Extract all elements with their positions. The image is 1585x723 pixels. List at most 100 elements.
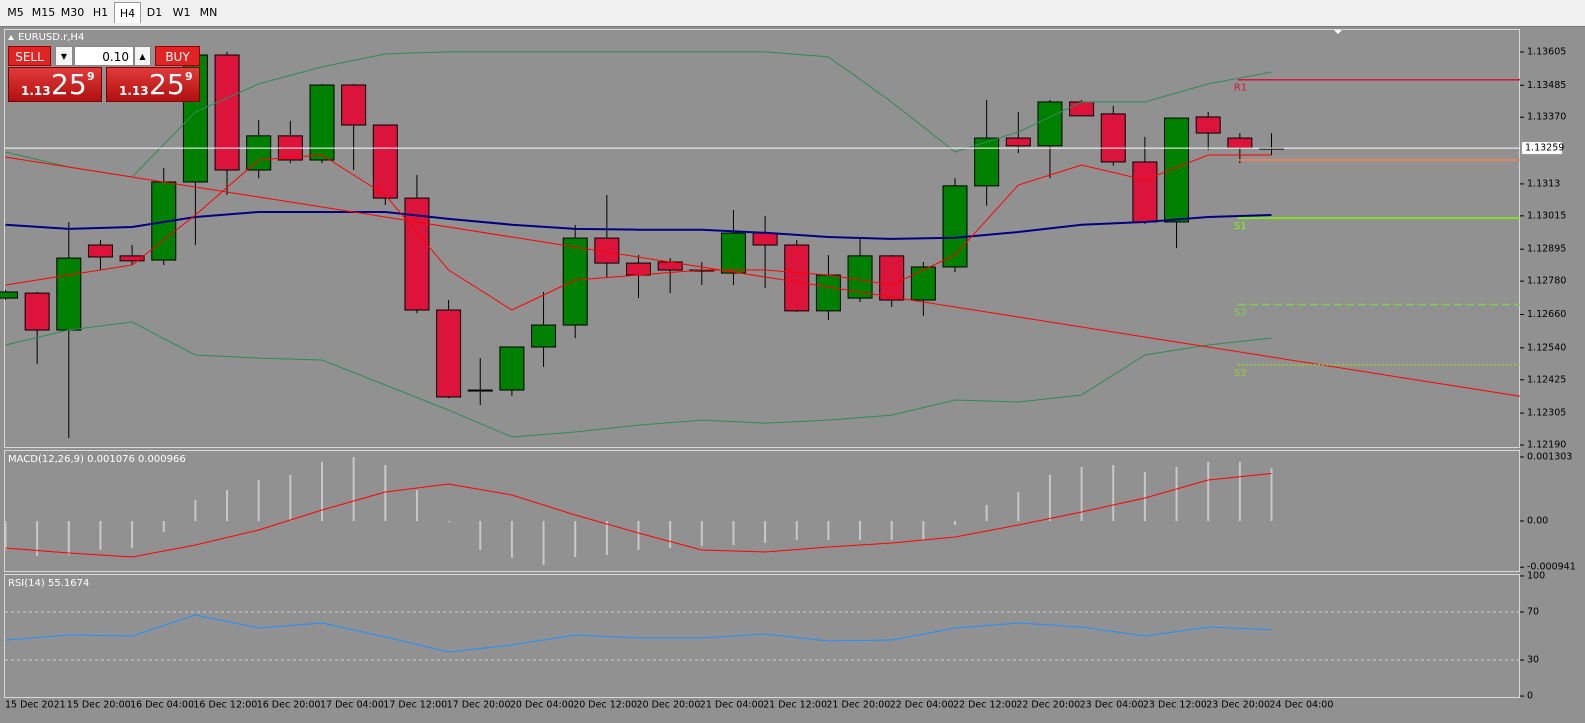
one-click-trading-panel: SELL ▼ 0.10 ▲ BUY 1.13 25 9 1.13 25 9: [8, 46, 200, 102]
signal-line: [5, 473, 1272, 558]
macd-bar: [1270, 468, 1273, 521]
macd-bar: [99, 520, 102, 550]
bid-pips: 25: [51, 68, 87, 101]
bid-fraction: 9: [87, 70, 95, 83]
macd-bar: [131, 520, 134, 549]
timeframe-button[interactable]: MN: [199, 6, 218, 19]
timeframe-button[interactable]: D1: [146, 6, 163, 19]
lot-input[interactable]: 0.10: [74, 46, 134, 66]
x-tick-label: 17 Dec 12:00: [383, 700, 447, 711]
macd-bar: [4, 520, 7, 550]
macd-bar: [36, 520, 39, 557]
bid-price[interactable]: 1.13 25 9: [8, 67, 102, 102]
candle-body: [467, 389, 493, 392]
x-tick-label: 17 Dec 20:00: [447, 700, 511, 711]
ask-fraction: 9: [185, 70, 193, 83]
x-tick-label: 23 Dec 04:00: [1080, 700, 1144, 711]
ask-pips: 25: [149, 68, 185, 101]
macd-bar: [447, 520, 450, 522]
x-tick-label: 22 Dec 20:00: [1016, 700, 1080, 711]
x-tick-label: 21 Dec 12:00: [763, 700, 827, 711]
macd-bar: [162, 520, 165, 532]
y-tick-label: 1.13605: [1527, 46, 1566, 57]
candle-body: [942, 185, 968, 268]
y-tick-label: 1.12305: [1527, 408, 1566, 419]
candle-body: [341, 84, 367, 126]
macd-bar: [67, 520, 70, 555]
y-tick-label: -0.000941: [1527, 562, 1576, 573]
indicator-line: [5, 321, 1272, 438]
collapse-icon: [8, 35, 14, 40]
candle-body: [974, 137, 1000, 187]
candle-body: [1037, 101, 1063, 147]
x-tick-label: 22 Dec 04:00: [890, 700, 954, 711]
candle-body: [436, 309, 462, 398]
macd-bar: [985, 504, 988, 521]
y-tick-label: 0.001303: [1527, 451, 1572, 462]
candle-body: [879, 255, 905, 301]
indicator-line: [5, 51, 1272, 178]
candle-body: [214, 54, 240, 171]
x-tick-label: 23 Dec 12:00: [1143, 700, 1207, 711]
macd-bar: [827, 520, 830, 541]
rsi-title: RSI(14) 55.1674: [8, 578, 89, 589]
x-tick-label: 15 Dec 20:00: [67, 700, 131, 711]
timeframe-button[interactable]: H1: [92, 6, 109, 19]
candle-body: [1195, 116, 1221, 134]
macd-bar: [859, 520, 862, 541]
y-tick-label: 1.12895: [1527, 244, 1566, 255]
shift-marker: [1334, 30, 1342, 34]
y-tick-label: 1.1313: [1527, 178, 1560, 189]
timeframe-button[interactable]: H4: [114, 2, 141, 23]
macd-bar: [637, 520, 640, 550]
x-tick-label: 24 Dec 04:00: [1270, 700, 1334, 711]
trendline: [4, 156, 1521, 397]
macd-bar: [226, 490, 229, 521]
macd-bar: [764, 520, 767, 544]
lot-increase[interactable]: ▲: [134, 46, 151, 66]
pivot-label: S2: [1234, 307, 1247, 318]
macd-bar: [194, 499, 197, 521]
candle-body: [119, 255, 145, 262]
macd-bar: [479, 520, 482, 550]
candle-body: [372, 124, 398, 199]
symbol-label: EURUSD.r,H4: [18, 32, 84, 43]
y-tick-label: 1.13015: [1527, 210, 1566, 221]
y-tick-label: 100: [1527, 570, 1545, 581]
buy-button[interactable]: BUY: [155, 46, 200, 66]
ask-price[interactable]: 1.13 25 9: [106, 67, 200, 102]
sell-button[interactable]: SELL: [8, 46, 51, 66]
y-tick-label: 1.12780: [1527, 276, 1566, 287]
candle-body: [752, 232, 778, 246]
macd-bar: [669, 520, 672, 549]
indicator-line: [5, 211, 1272, 240]
lot-decrease[interactable]: ▼: [55, 46, 73, 66]
macd-bar: [700, 520, 703, 546]
timeframe-button[interactable]: M15: [31, 6, 56, 19]
y-tick-label: 70: [1527, 606, 1539, 617]
macd-panel-frame: [4, 450, 1520, 572]
macd-bar: [289, 474, 292, 521]
macd-bar: [1017, 492, 1020, 521]
macd-bar: [1048, 474, 1051, 521]
macd-bar: [510, 520, 513, 558]
macd-bar: [795, 520, 798, 541]
candle-body: [720, 232, 746, 274]
candle-body: [246, 135, 272, 171]
candle-body: [531, 324, 557, 348]
macd-bar: [1238, 462, 1241, 521]
candle-body: [562, 237, 588, 326]
x-tick-label: 20 Dec 20:00: [637, 700, 701, 711]
bid-big: 1.13: [21, 84, 51, 98]
x-tick-label: 22 Dec 12:00: [953, 700, 1017, 711]
macd-bar: [352, 456, 355, 521]
pivot-label: R1: [1234, 83, 1247, 94]
x-tick-label: 23 Dec 20:00: [1206, 700, 1270, 711]
timeframe-button[interactable]: W1: [172, 6, 191, 19]
timeframe-button[interactable]: M30: [60, 6, 85, 19]
candle-body: [815, 274, 841, 312]
timeframe-button[interactable]: M5: [7, 6, 24, 19]
candle-body: [1100, 113, 1126, 163]
rsi-panel-frame: [4, 574, 1520, 698]
main-panel-frame: [4, 29, 1520, 448]
